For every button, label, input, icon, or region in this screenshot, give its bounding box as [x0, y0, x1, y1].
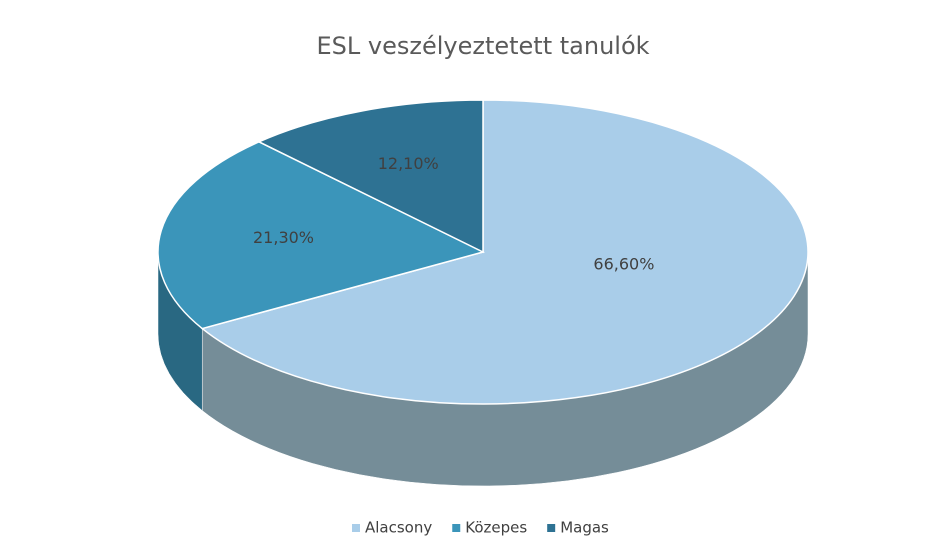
pie-slice — [200, 99, 809, 405]
legend-marker — [547, 524, 556, 532]
data-label: 66,60% — [593, 254, 654, 273]
legend-label: Alacsony — [365, 519, 432, 537]
pie-slice — [157, 141, 486, 330]
legend-marker — [452, 524, 461, 532]
legend-label: Magas — [560, 519, 609, 537]
legend-label: Közepes — [465, 519, 527, 537]
pie-slice — [257, 99, 484, 254]
data-label: 12,10% — [378, 154, 439, 173]
legend-marker — [352, 524, 360, 532]
data-label: 21,30% — [253, 228, 314, 247]
chart-title: ESL veszélyeztetett tanulók — [316, 32, 649, 60]
